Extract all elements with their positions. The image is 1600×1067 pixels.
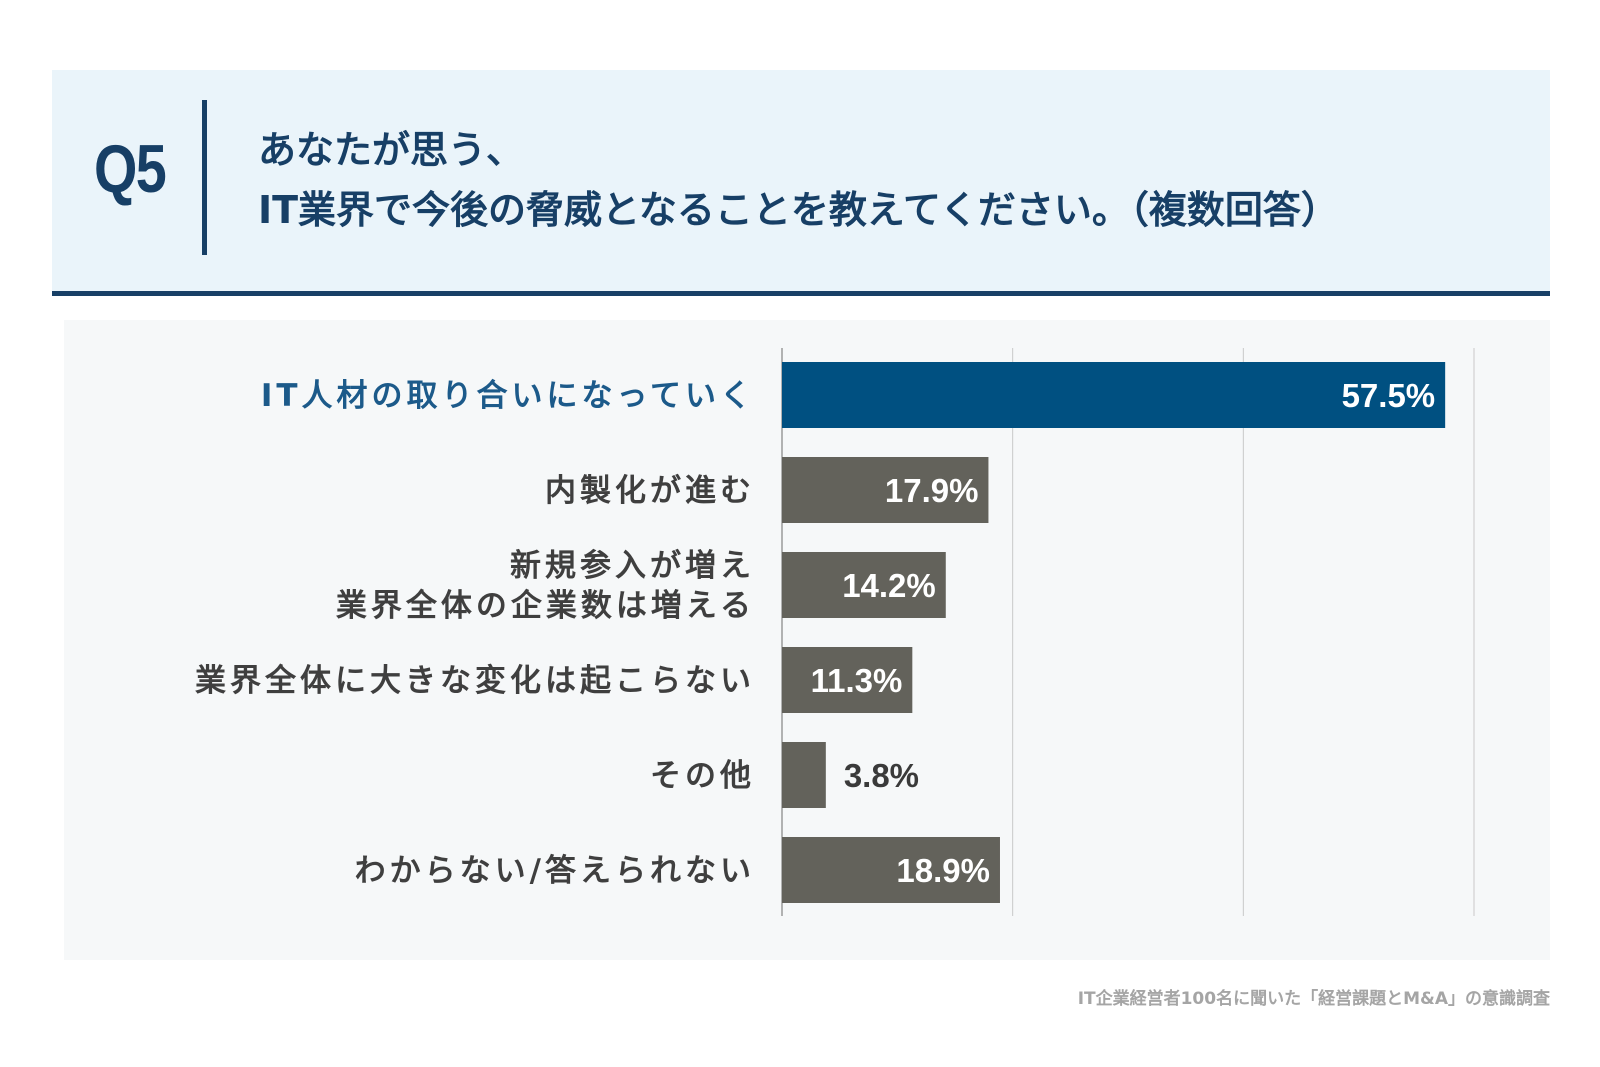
data-label: 11.3% [811,662,903,699]
source-caption: IT企業経営者100名に聞いた「経営課題とM&A」の意識調査 [1077,989,1550,1009]
question-line-2: IT業界で今後の脅威となることを教えてください。（複数回答） [258,188,1339,232]
category-label: わからない/答えられない [355,853,755,889]
data-label: 17.9% [885,472,979,509]
data-label: 18.9% [896,852,990,889]
category-label: 内製化が進む [545,473,755,509]
data-label: 3.8% [844,757,919,794]
bar [782,362,1446,428]
category-label: 業界全体の企業数は増える [336,588,755,624]
category-label: その他 [650,758,755,794]
category-label: 業界全体に大きな変化は起こらない [195,663,755,699]
bar [782,647,913,713]
bar [782,457,989,523]
question-line-1: あなたが思う、 [258,128,525,172]
header-divider [202,100,207,255]
bar [782,742,826,808]
data-label: 57.5% [1342,377,1436,414]
category-label: IT人材の取り合いになっていく [261,378,755,414]
data-label: 14.2% [842,567,936,604]
question-text: あなたが思う、 IT業界で今後の脅威となることを教えてください。（複数回答） [258,120,1530,240]
question-header: Q5 あなたが思う、 IT業界で今後の脅威となることを教えてください。（複数回答… [52,70,1550,296]
bar [782,837,1000,903]
question-number: Q5 [94,131,167,207]
category-label: 新規参入が増え [510,548,755,584]
bar [782,552,946,618]
